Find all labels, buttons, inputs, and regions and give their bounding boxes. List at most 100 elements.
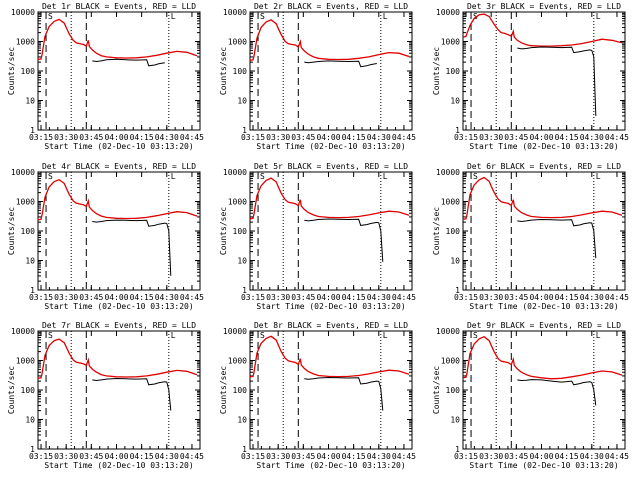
y-tick-label: 1 [455,445,460,454]
y-tick-label: 1000 [16,357,35,366]
y-tick-label: 1 [242,445,247,454]
x-tick-label: 03:15 [29,293,53,302]
chart-panel-2: Det 2r BLACK = Events, RED = LLD 1 10 100 10… [219,2,416,151]
y-tick-label: 10 [25,257,35,266]
y-tick-label: 10 [237,257,247,266]
lld-series-line [37,18,198,60]
x-tick-label: 04:00 [529,133,553,142]
y-tick-label: 1000 [16,38,35,47]
x-tick-label: 03:30 [479,133,503,142]
x-tick-label: 03:30 [266,452,290,461]
lld-series-line [37,178,198,221]
y-tick-label: 10 [237,416,247,425]
x-tick-label: 03:30 [266,133,290,142]
chart-title: Det 1r BLACK = Events, RED = LLD [42,2,196,11]
y-tick-label: 1 [455,126,460,135]
x-tick-label: 03:15 [241,293,265,302]
x-tick-label: 04:00 [316,293,340,302]
x-tick-label: 04:45 [392,133,416,142]
y-axis-label: Counts/sec [219,47,228,95]
chart-panel-7: Det 7r BLACK = Events, RED = LLD 1 10 100 10… [7,321,204,470]
x-tick-label: 03:45 [504,452,528,461]
x-axis-label: Start Time (02-Dec-10 03:13:20) [469,302,618,311]
chart-title: Det 5r BLACK = Events, RED = LLD [254,162,408,171]
chart-title: Det 8r BLACK = Events, RED = LLD [254,321,408,330]
marker-label-s: S [260,12,265,21]
y-axis-label: Counts/sec [7,366,16,414]
chart-title: Det 6r BLACK = Events, RED = LLD [467,162,621,171]
y-tick-label: 100 [21,386,36,395]
y-tick-label: 1000 [228,198,247,207]
marker-label-l: L [596,331,601,340]
y-tick-label: 1000 [228,38,247,47]
y-tick-label: 10 [25,416,35,425]
y-tick-label: 10 [450,416,460,425]
marker-label-l: L [383,172,388,181]
x-tick-label: 04:15 [130,452,154,461]
events-series-line [92,219,172,276]
x-tick-label: 03:45 [79,452,103,461]
y-axis-label: Counts/sec [432,366,441,414]
x-tick-label: 04:00 [316,133,340,142]
marker-label-s: S [48,12,53,21]
chart-title: Det 7r BLACK = Events, RED = LLD [42,321,196,330]
events-series-line [92,58,165,67]
x-tick-label: 03:30 [54,452,78,461]
x-axis-label: Start Time (02-Dec-10 03:13:20) [44,142,193,151]
x-axis-label: Start Time (02-Dec-10 03:13:20) [256,302,405,311]
x-tick-label: 03:15 [29,452,53,461]
x-tick-label: 03:15 [29,133,53,142]
y-axis-label: Counts/sec [219,207,228,255]
events-series-line [517,46,597,116]
x-tick-label: 04:15 [342,133,366,142]
y-tick-label: 100 [21,227,36,236]
x-tick-label: 03:30 [479,452,503,461]
y-tick-label: 10 [237,97,247,106]
y-tick-label: 100 [446,386,461,395]
x-axis-label: Start Time (02-Dec-10 03:13:20) [469,142,618,151]
marker-label-l: L [171,12,176,21]
chart-panel-3: Det 3r BLACK = Events, RED = LLD 1 10 100 10… [432,2,629,151]
y-axis-label: Counts/sec [432,207,441,255]
lld-series-line [249,177,410,220]
x-tick-label: 04:15 [342,452,366,461]
x-tick-label: 03:30 [54,133,78,142]
y-tick-label: 1 [242,126,247,135]
y-tick-label: 10000 [223,8,247,17]
marker-label-s: S [473,331,478,340]
x-tick-label: 04:30 [580,452,604,461]
y-tick-label: 1000 [228,357,247,366]
x-tick-label: 04:30 [580,293,604,302]
events-series-line [517,379,597,406]
x-tick-label: 04:15 [555,133,579,142]
x-tick-label: 04:15 [555,452,579,461]
chart-title: Det 9r BLACK = Events, RED = LLD [467,321,621,330]
x-axis-label: Start Time (02-Dec-10 03:13:20) [469,461,618,470]
x-tick-label: 04:45 [605,133,629,142]
y-tick-label: 1 [242,286,247,295]
x-tick-label: 04:45 [180,133,204,142]
events-series-line [517,218,597,259]
x-tick-label: 04:00 [316,452,340,461]
chart-panel-6: Det 6r BLACK = Events, RED = LLD 1 10 100 10… [432,162,629,311]
y-tick-label: 1000 [16,198,35,207]
marker-label-l: L [171,172,176,181]
y-tick-label: 10000 [11,168,35,177]
x-tick-label: 04:30 [155,133,179,142]
y-tick-label: 10000 [223,168,247,177]
marker-label-l: L [383,331,388,340]
events-series-line [304,218,384,262]
y-tick-label: 10000 [11,327,35,336]
y-tick-label: 100 [233,67,248,76]
chart-title: Det 2r BLACK = Events, RED = LLD [254,2,408,11]
x-tick-label: 03:30 [266,293,290,302]
y-tick-label: 10000 [436,168,460,177]
x-axis-label: Start Time (02-Dec-10 03:13:20) [256,461,405,470]
x-tick-label: 04:30 [155,452,179,461]
x-tick-label: 04:45 [180,452,204,461]
x-axis-label: Start Time (02-Dec-10 03:13:20) [44,302,193,311]
events-series-line [304,376,384,411]
x-axis-label: Start Time (02-Dec-10 03:13:20) [44,461,193,470]
x-tick-label: 04:30 [155,293,179,302]
x-tick-label: 04:00 [104,452,128,461]
